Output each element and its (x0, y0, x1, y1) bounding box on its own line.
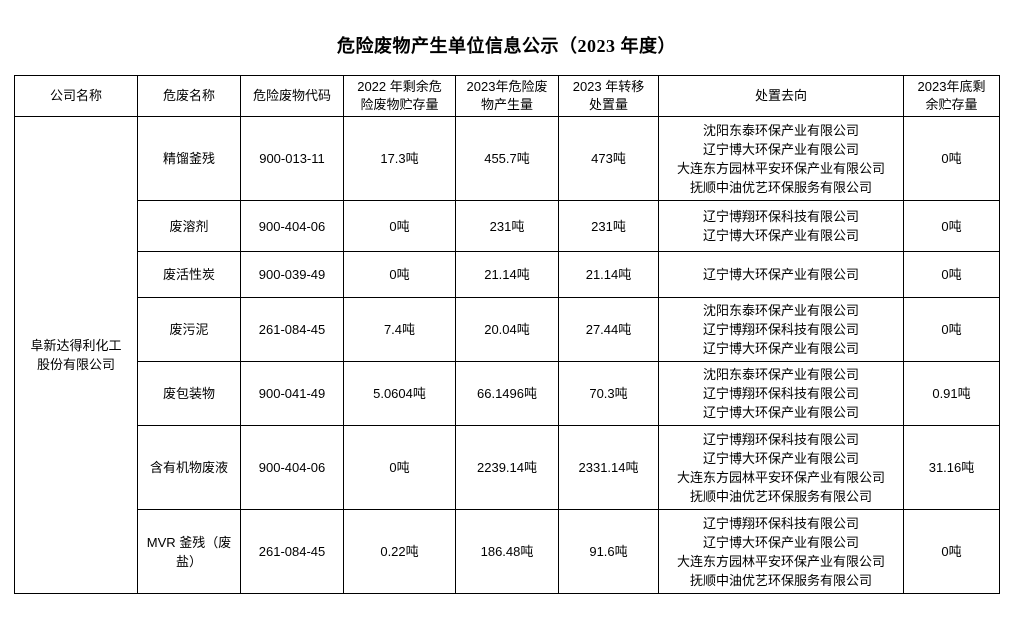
company-name-cell: 阜新达得利化工 股份有限公司 (14, 116, 138, 594)
disposal-company: 辽宁博大环保产业有限公司 (702, 405, 859, 420)
storage-2022-cell: 0吨 (343, 200, 456, 252)
table-row: 含有机物废液 900-404-06 0吨 2239.14吨 2331.14吨 辽宁博翔环保… (15, 425, 1000, 510)
table-row: 废溶剂 900-404-06 0吨 231吨 231吨 辽宁博翔环保科技有限公司 辽宁博大环… (15, 200, 1000, 252)
storage-2022-cell: 0吨 (343, 251, 456, 298)
disposal-company: 辽宁博翔环保科技有限公司 (702, 322, 859, 337)
header-company-name: 公司名称 (14, 75, 138, 117)
disposal-company: 沈阳东泰环保产业有限公司 (702, 367, 859, 382)
storage-2022-cell: 7.4吨 (343, 297, 456, 362)
waste-code-cell: 261-084-45 (240, 297, 344, 362)
produced-2023-cell: 186.48吨 (455, 509, 559, 594)
disposal-company: 辽宁博大环保产业有限公司 (702, 450, 859, 466)
table-body: 阜新达得利化工 股份有限公司 精馏釜残 900-013-11 17.3吨 455.7吨 4… (14, 116, 1000, 594)
waste-name-cell: 废溶剂 (137, 200, 241, 252)
waste-name-cell: 废污泥 (137, 297, 241, 362)
waste-code-cell: 900-041-49 (240, 361, 344, 426)
disposal-destinations-cell: 沈阳东泰环保产业有限公司 辽宁博大环保产业有限公司大连东方园林平安环保产业有限公司… (658, 116, 904, 201)
header-waste-code: 危险废物代码 (240, 75, 344, 117)
disposal-company: 辽宁博翔环保科技有限公司 (702, 386, 859, 401)
table-row: 阜新达得利化工 股份有限公司 精馏釜残 900-013-11 17.3吨 455.7吨 4… (14, 116, 1000, 594)
header-row: 公司名称 危废名称 危险废物代码 2022 年剩余危 险废物贮存量 2023年危… (14, 75, 1000, 117)
hazardous-waste-table: 公司名称 危废名称 危险废物代码 2022 年剩余危 险废物贮存量 2023年危… (14, 75, 1000, 594)
disposal-company: 沈阳东泰环保产业有限公司 (702, 303, 859, 318)
header-disposal-destination: 处置去向 (658, 75, 904, 117)
disposal-company: 辽宁博大环保产业有限公司 (702, 141, 859, 157)
storage-2022-cell: 5.0604吨 (343, 361, 456, 426)
page-title: 危险废物产生单位信息公示（2023 年度） (337, 36, 676, 56)
remaining-2023-cell: 0吨 (903, 509, 1000, 594)
disposal-company: 抚顺中油优艺环保服务有限公司 (689, 572, 872, 588)
transferred-2023-cell: 27.44吨 (558, 297, 659, 362)
transferred-2023-cell: 2331.14吨 (558, 425, 659, 510)
remaining-2023-cell: 0吨 (903, 116, 1000, 201)
disposal-company: 辽宁博翔环保科技有限公司 (702, 209, 859, 224)
disposal-company: 抚顺中油优艺环保服务有限公司 (689, 488, 872, 504)
waste-code-cell: 900-013-11 (240, 116, 344, 201)
table-row: 废污泥 261-084-45 7.4吨 20.04吨 27.44吨 沈阳东泰环保产业有限公… (15, 297, 1000, 362)
disposal-company: 辽宁博翔环保科技有限公司 (702, 515, 859, 531)
waste-name-cell: 废活性炭 (137, 251, 241, 298)
header-storage-2022: 2022 年剩余危 险废物贮存量 (343, 75, 456, 117)
table-row: 废包装物 900-041-49 5.0604吨 66.1496吨 70.3吨 沈阳东泰环保… (15, 361, 1000, 426)
disposal-company: 辽宁博大环保产业有限公司 (702, 267, 859, 282)
disposal-company: 沈阳东泰环保产业有限公司 (702, 122, 859, 138)
waste-code-cell: 261-084-45 (240, 509, 344, 594)
waste-name-cell: 精馏釜残 (137, 116, 241, 201)
disposal-destinations-cell: 辽宁博翔环保科技有限公司 辽宁博大环保产业有限公司大连东方园林平安环保产业有限公司… (658, 425, 904, 510)
waste-name-cell: 含有机物废液 (137, 425, 241, 510)
remaining-2023-cell: 0.91吨 (903, 361, 1000, 426)
transferred-2023-cell: 21.14吨 (558, 251, 659, 298)
header-produced-2023: 2023年危险废 物产生量 (455, 75, 559, 117)
disposal-company: 辽宁博大环保产业有限公司 (702, 228, 859, 243)
disposal-company: 大连东方园林平安环保产业有限公司 (676, 160, 885, 176)
remaining-2023-cell: 0吨 (903, 200, 1000, 252)
produced-2023-cell: 231吨 (455, 200, 559, 252)
waste-code-cell: 900-404-06 (240, 200, 344, 252)
disposal-destinations-cell: 辽宁博翔环保科技有限公司 辽宁博大环保产业有限公司大连东方园林平安环保产业有限公司… (658, 509, 904, 594)
header-transferred-2023: 2023 年转移 处置量 (558, 75, 659, 117)
waste-name-cell: 废包装物 (137, 361, 241, 426)
disposal-company: 辽宁博翔环保科技有限公司 (702, 431, 859, 447)
produced-2023-cell: 66.1496吨 (455, 361, 559, 426)
disposal-company: 辽宁博大环保产业有限公司 (702, 534, 859, 550)
transferred-2023-cell: 70.3吨 (558, 361, 659, 426)
disposal-company: 大连东方园林平安环保产业有限公司 (676, 553, 885, 569)
produced-2023-cell: 2239.14吨 (455, 425, 559, 510)
waste-code-cell: 900-039-49 (240, 251, 344, 298)
transferred-2023-cell: 231吨 (558, 200, 659, 252)
waste-name-cell: MVR 釜残（废 盐） (137, 509, 241, 594)
table-row: 废活性炭 900-039-49 0吨 21.14吨 21.14吨 辽宁博大环保产业有限公司… (15, 251, 1000, 298)
waste-code-cell: 900-404-06 (240, 425, 344, 510)
table-row: MVR 釜残（废 盐） 261-084-45 0.22吨 186.48吨 91.6吨 辽宁… (15, 509, 1000, 594)
table-header: 公司名称 危废名称 危险废物代码 2022 年剩余危 险废物贮存量 2023年危… (14, 75, 1000, 117)
storage-2022-cell: 0.22吨 (343, 509, 456, 594)
transferred-2023-cell: 91.6吨 (558, 509, 659, 594)
disposal-destinations-cell: 沈阳东泰环保产业有限公司 辽宁博翔环保科技有限公司 辽宁博大环保产业有限公司 (658, 297, 904, 362)
disposal-company: 大连东方园林平安环保产业有限公司 (676, 469, 885, 485)
disposal-company: 抚顺中油优艺环保服务有限公司 (689, 179, 872, 195)
disposal-company: 辽宁博大环保产业有限公司 (702, 341, 859, 356)
produced-2023-cell: 20.04吨 (455, 297, 559, 362)
produced-2023-cell: 21.14吨 (455, 251, 559, 298)
header-waste-name: 危废名称 (137, 75, 241, 117)
storage-2022-cell: 17.3吨 (343, 116, 456, 201)
storage-2022-cell: 0吨 (343, 425, 456, 510)
remaining-2023-cell: 31.16吨 (903, 425, 1000, 510)
produced-2023-cell: 455.7吨 (455, 116, 559, 201)
remaining-2023-cell: 0吨 (903, 251, 1000, 298)
disposal-destinations-cell: 辽宁博翔环保科技有限公司 辽宁博大环保产业有限公司 (658, 200, 904, 252)
header-remaining-2023: 2023年底剩 余贮存量 (903, 75, 1000, 117)
disposal-destinations-cell: 沈阳东泰环保产业有限公司 辽宁博翔环保科技有限公司 辽宁博大环保产业有限公司 (658, 361, 904, 426)
transferred-2023-cell: 473吨 (558, 116, 659, 201)
disposal-destinations-cell: 辽宁博大环保产业有限公司 (658, 251, 904, 298)
remaining-2023-cell: 0吨 (903, 297, 1000, 362)
